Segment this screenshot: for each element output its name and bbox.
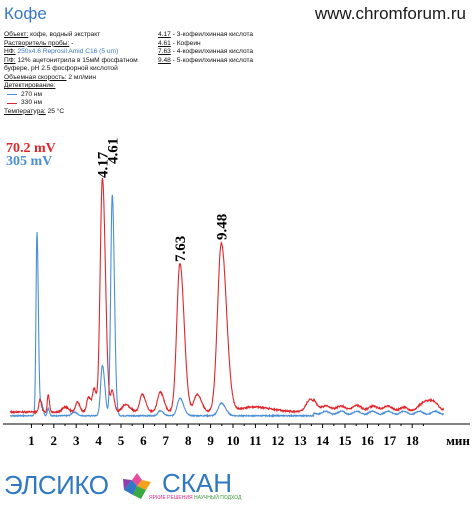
x-tick-label: 8 xyxy=(185,433,192,448)
x-tick-label: 1 xyxy=(28,433,35,448)
logo-tag-pink: ЯРКИЕ РЕШЕНИЯ xyxy=(149,495,193,501)
scale-label-270: 305 mV xyxy=(6,154,52,169)
detection-label: Детектирование: xyxy=(4,82,56,89)
x-tick-label: 13 xyxy=(294,433,308,448)
method-info: Объект: кофе, водный экстракт Растворите… xyxy=(4,31,164,116)
x-tick-label: 2 xyxy=(51,433,58,448)
solvent-value: - xyxy=(71,39,74,47)
stationary-phase-label: НФ: xyxy=(4,48,16,55)
x-tick-label: 6 xyxy=(140,433,147,448)
x-tick-label: 12 xyxy=(271,433,284,448)
logo-tag-green: НАУЧНЫЙ ПОДХОД xyxy=(193,495,242,501)
peak-list-item: 4.17 - 3-кофеилхинная кислота xyxy=(158,31,253,40)
legend-270-label: 270 нм xyxy=(21,90,43,98)
peak-list-rt: 4.61 xyxy=(158,39,171,47)
peak-list-rt: 4.17 xyxy=(158,31,171,38)
x-tick-label: 11 xyxy=(249,433,261,448)
logo: ЭЛСИКО СКАН ЯРКИЕ РЕШЕНИЯ НАУЧНЫЙ ПОДХОД xyxy=(4,468,264,504)
logo-scan-text: СКАН xyxy=(162,468,233,498)
x-tick-label: 14 xyxy=(316,433,330,448)
solvent-label: Растворитель пробы: xyxy=(4,39,70,47)
x-tick-label: 4 xyxy=(95,433,102,448)
legend-270: 270 нм xyxy=(7,91,164,100)
x-tick-label: 17 xyxy=(383,433,397,448)
logo-tagline: ЯРКИЕ РЕШЕНИЯ НАУЧНЫЙ ПОДХОД xyxy=(149,495,241,501)
x-tick-label: 18 xyxy=(406,433,420,448)
peak-list-rt: 7.63 xyxy=(158,48,171,55)
x-tick-label: 5 xyxy=(118,433,125,448)
peak-list-rt: 9.48 xyxy=(158,56,171,64)
peak-list-item: 7.63 - 4-кофеилхинная кислота xyxy=(158,48,253,57)
legend-330-label: 330 нм xyxy=(21,99,43,106)
legend-line-270 xyxy=(7,94,17,96)
peak-label: 4.61 xyxy=(105,138,121,164)
flow-value: 2 мл/мин xyxy=(68,73,96,81)
object-label: Объект: xyxy=(4,31,29,38)
peak-label: 9.48 xyxy=(214,214,230,240)
peak-list-item: 4.61 - Кофеин xyxy=(158,40,253,49)
page-title: Кофе xyxy=(4,4,47,23)
flower-logo-icon xyxy=(123,473,151,499)
stationary-phase-value: 250x4.6 Reprosil Amid C16 (5 um) xyxy=(17,48,119,55)
x-tick-label: 15 xyxy=(339,433,353,448)
peak-list-name: - 5-кофеилхинная кислота xyxy=(172,56,254,64)
temperature-value: 25 °C xyxy=(47,107,65,115)
legend-330: 330 нм xyxy=(7,99,164,108)
x-tick-label: 7 xyxy=(163,433,170,448)
peak-list-name: - 3-кофеилхинная кислота xyxy=(172,31,254,38)
x-tick-label: 3 xyxy=(73,433,80,448)
x-axis-label: мин xyxy=(446,433,470,448)
scale-label-330: 70.2 mV xyxy=(6,141,56,156)
flow-label: Объемная скорость: xyxy=(4,73,67,81)
x-tick-label: 9 xyxy=(207,433,214,448)
x-tick-label: 16 xyxy=(361,433,375,448)
series-line xyxy=(9,177,445,415)
peak-list-item: 9.48 - 5-кофеилхинная кислота xyxy=(158,57,253,66)
peak-label: 7.63 xyxy=(173,236,189,262)
peak-label: 4.17 xyxy=(95,151,111,178)
mobile-phase-value-1: 12% ацетонитрила в 15мМ фосфатном xyxy=(17,56,138,64)
temperature-label: Температура: xyxy=(4,107,46,115)
mobile-phase-label: ПФ: xyxy=(4,56,16,64)
peak-identification-list: 4.17 - 3-кофеилхинная кислота 4.61 - Коф… xyxy=(158,31,253,65)
x-tick-label: 10 xyxy=(227,433,240,448)
peak-list-name: - 4-кофеилхинная кислота xyxy=(172,48,254,55)
object-value: кофе, водный экстракт xyxy=(30,31,101,38)
legend-line-330 xyxy=(7,102,17,104)
series-line xyxy=(9,194,445,418)
peak-list-name: - Кофеин xyxy=(172,39,201,47)
logo-elsiko-text: ЭЛСИКО xyxy=(4,470,109,500)
mobile-phase-value-2: буфере, pH 2.5 фосфорной кислотой xyxy=(4,65,118,72)
site-url[interactable]: www.chromforum.ru xyxy=(314,4,466,23)
